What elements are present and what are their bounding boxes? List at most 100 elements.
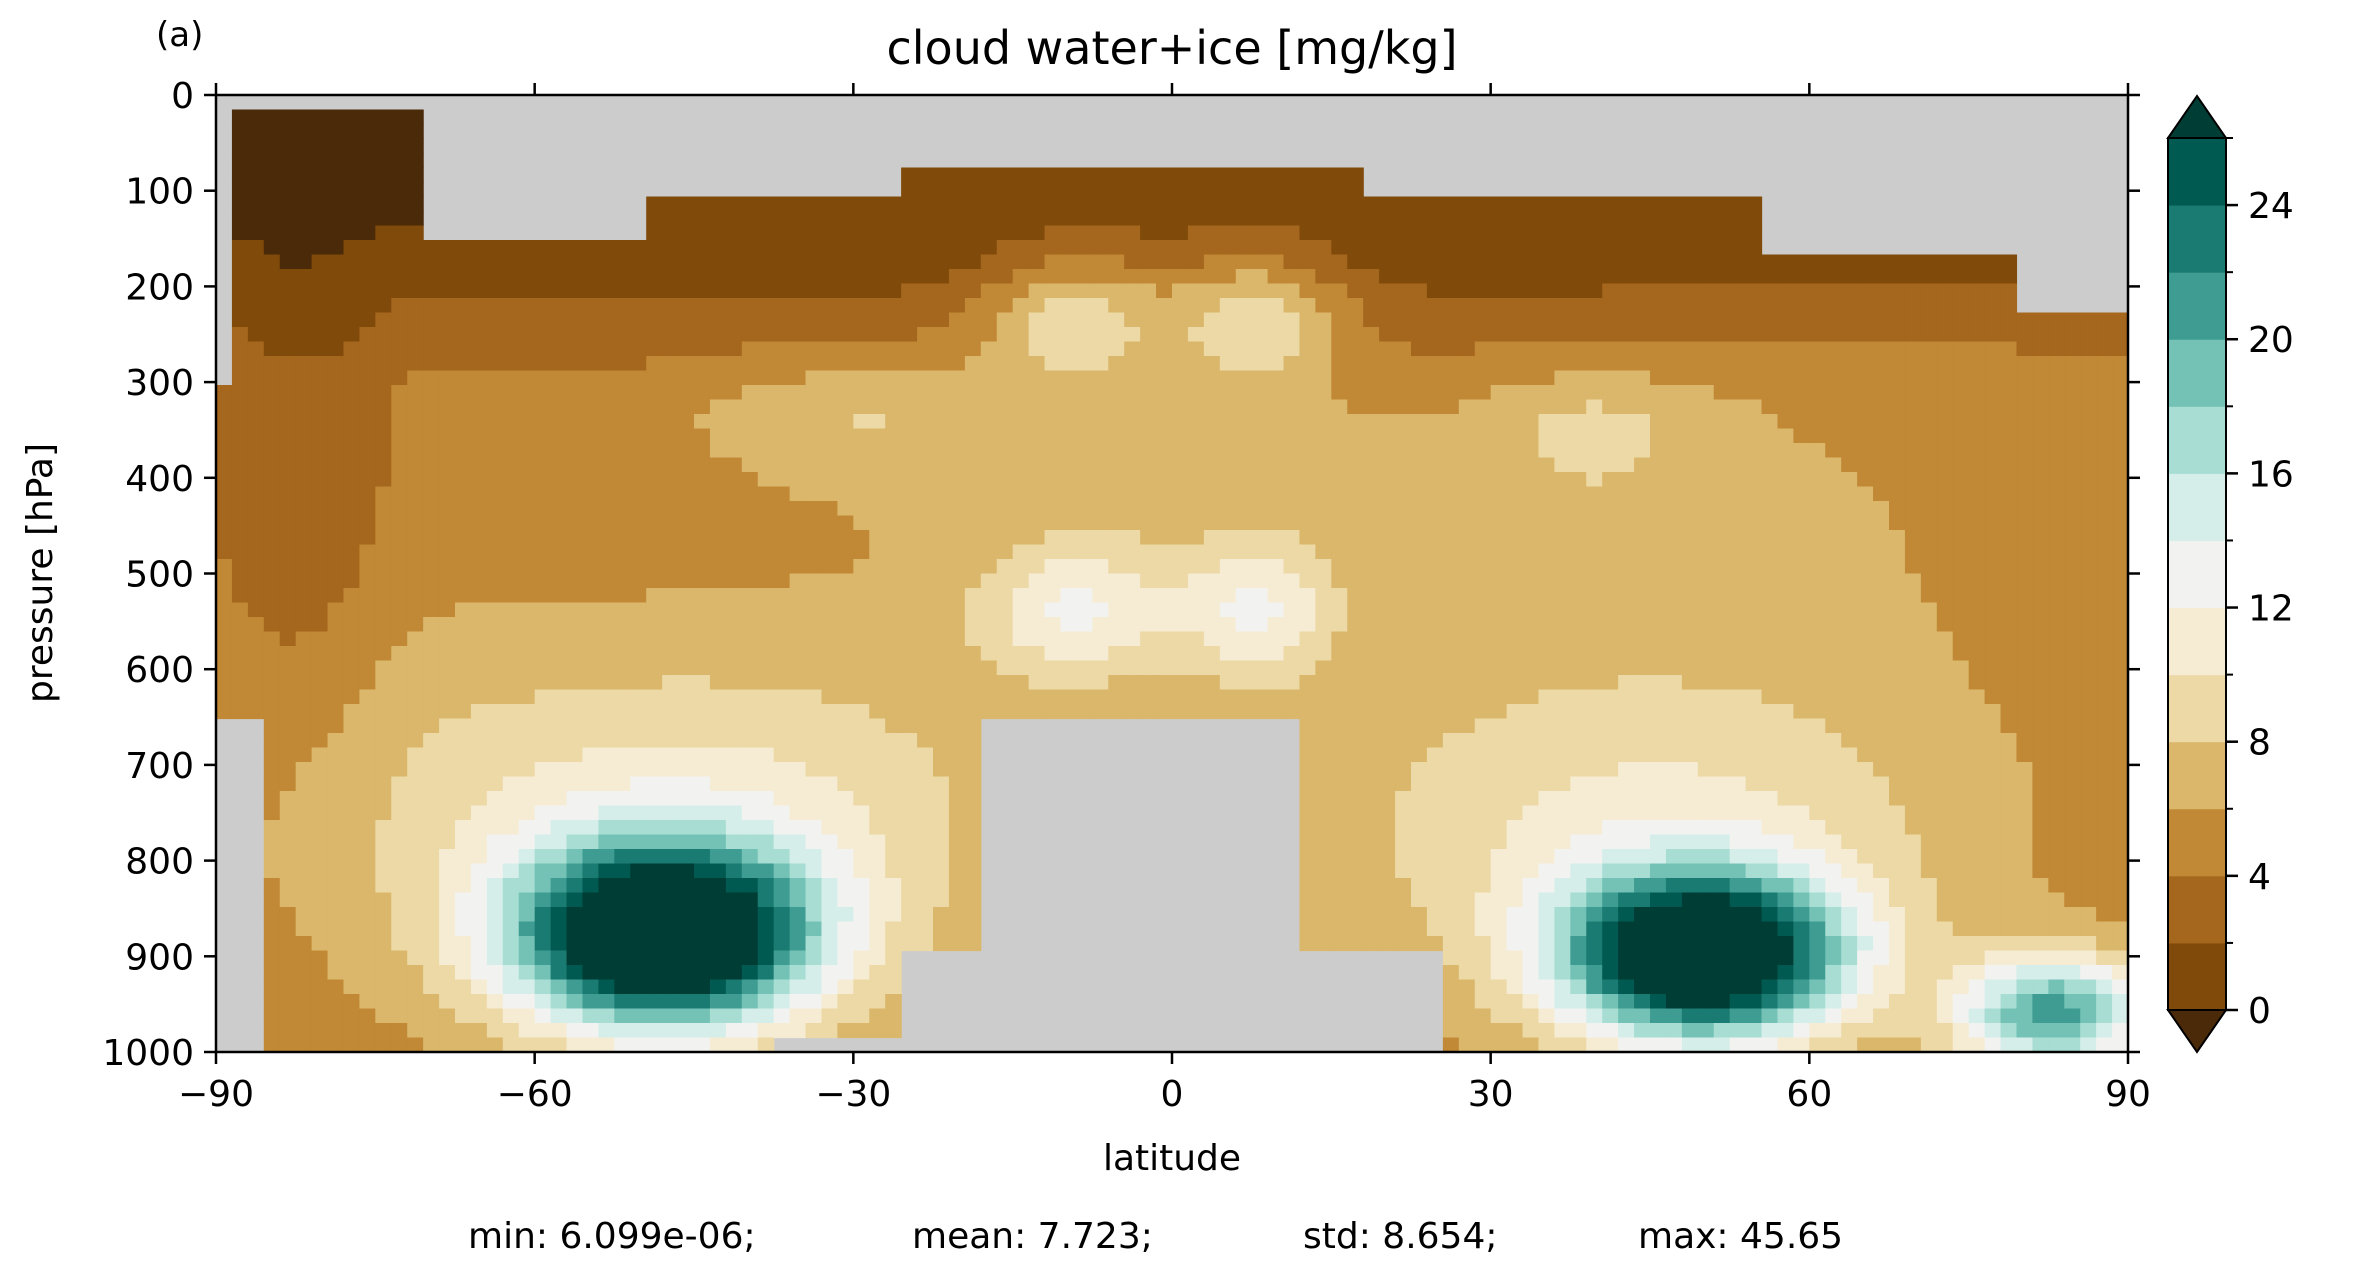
contour-cell — [1665, 457, 1683, 473]
contour-cell — [1458, 544, 1476, 560]
contour-cell — [1411, 356, 1428, 372]
contour-cell — [1299, 428, 1316, 444]
contour-cell — [757, 414, 775, 430]
contour-cell — [1745, 414, 1763, 430]
contour-cell — [566, 689, 584, 705]
contour-cell — [1187, 472, 1205, 488]
contour-cell — [2080, 327, 2097, 343]
contour-cell — [1697, 211, 1715, 227]
contour-cell — [2064, 457, 2081, 473]
contour-cell — [1426, 240, 1444, 256]
contour-cell — [423, 457, 440, 473]
contour-cell — [439, 298, 456, 314]
contour-cell — [1140, 704, 1157, 720]
contour-cell — [391, 805, 408, 821]
contour-cell — [1347, 240, 1364, 256]
contour-cell — [231, 544, 249, 560]
contour-cell — [1140, 240, 1157, 256]
contour-cell — [439, 327, 456, 343]
contour-cell — [1283, 341, 1301, 357]
contour-cell — [1331, 443, 1348, 459]
contour-cell — [853, 211, 870, 227]
contour-cell — [534, 472, 552, 488]
contour-cell — [1012, 225, 1030, 241]
contour-cell — [2000, 762, 2018, 778]
contour-cell — [1172, 167, 1189, 183]
contour-cell — [375, 820, 392, 836]
contour-cell — [1156, 428, 1173, 444]
contour-cell — [678, 269, 695, 285]
contour-cell — [2096, 443, 2113, 459]
contour-cell — [263, 631, 281, 647]
contour-cell — [1841, 791, 1858, 807]
contour-cell — [1235, 428, 1253, 444]
contour-cell — [1267, 559, 1285, 575]
contour-cell — [1681, 211, 1699, 227]
contour-cell — [1554, 617, 1571, 633]
contour-cell — [1697, 646, 1715, 662]
contour-cell — [1570, 733, 1587, 749]
contour-cell — [359, 356, 376, 372]
contour-cell — [1012, 370, 1030, 386]
contour-cell — [837, 573, 854, 589]
contour-cell — [614, 573, 631, 589]
contour-cell — [231, 240, 249, 256]
contour-cell — [1363, 428, 1380, 444]
contour-cell — [837, 211, 854, 227]
contour-cell — [407, 153, 424, 169]
contour-cell — [1920, 675, 1938, 691]
contour-cell — [1395, 791, 1412, 807]
contour-cell — [1968, 733, 1986, 749]
contour-cell — [1156, 486, 1173, 502]
contour-cell — [709, 385, 727, 401]
contour-cell — [1092, 501, 1109, 517]
contour-cell — [1952, 530, 1970, 546]
contour-cell — [821, 762, 838, 778]
contour-cell — [1235, 298, 1253, 314]
contour-cell — [1634, 617, 1651, 633]
contour-cell — [709, 428, 727, 444]
contour-cell — [630, 762, 647, 778]
contour-cell — [231, 153, 249, 169]
contour-cell — [343, 646, 360, 662]
contour-cell — [646, 341, 663, 357]
contour-cell — [1124, 486, 1141, 502]
contour-cell — [1458, 733, 1476, 749]
contour-cell — [789, 457, 807, 473]
contour-cell — [1936, 646, 1954, 662]
contour-cell — [789, 428, 807, 444]
contour-cell — [2032, 689, 2049, 705]
contour-cell — [757, 196, 775, 212]
contour-cell — [1363, 660, 1380, 676]
contour-cell — [1697, 588, 1715, 604]
contour-cell — [1187, 269, 1205, 285]
contour-cell — [1315, 196, 1332, 212]
contour-cell — [980, 240, 998, 256]
contour-cell — [1379, 356, 1396, 372]
contour-cell — [518, 733, 536, 749]
contour-cell — [1044, 704, 1062, 720]
contour-cell — [1426, 428, 1444, 444]
contour-cell — [486, 385, 504, 401]
contour-cell — [901, 486, 918, 502]
contour-cell — [694, 240, 711, 256]
contour-cell — [1586, 356, 1603, 372]
contour-cell — [1602, 805, 1619, 821]
contour-cell — [550, 762, 568, 778]
contour-cell — [980, 211, 998, 227]
contour-cell — [1187, 689, 1205, 705]
contour-cell — [1490, 631, 1508, 647]
contour-cell — [646, 530, 663, 546]
contour-cell — [359, 573, 376, 589]
contour-cell — [518, 791, 536, 807]
contour-cell — [1299, 370, 1316, 386]
contour-cell — [375, 341, 392, 357]
contour-cell — [1825, 515, 1842, 531]
contour-cell — [646, 559, 663, 575]
contour-cell — [1618, 805, 1635, 821]
contour-cell — [1745, 196, 1763, 212]
contour-cell — [901, 399, 918, 415]
contour-cell — [502, 530, 520, 546]
contour-cell — [805, 298, 823, 314]
contour-cell — [1395, 356, 1412, 372]
